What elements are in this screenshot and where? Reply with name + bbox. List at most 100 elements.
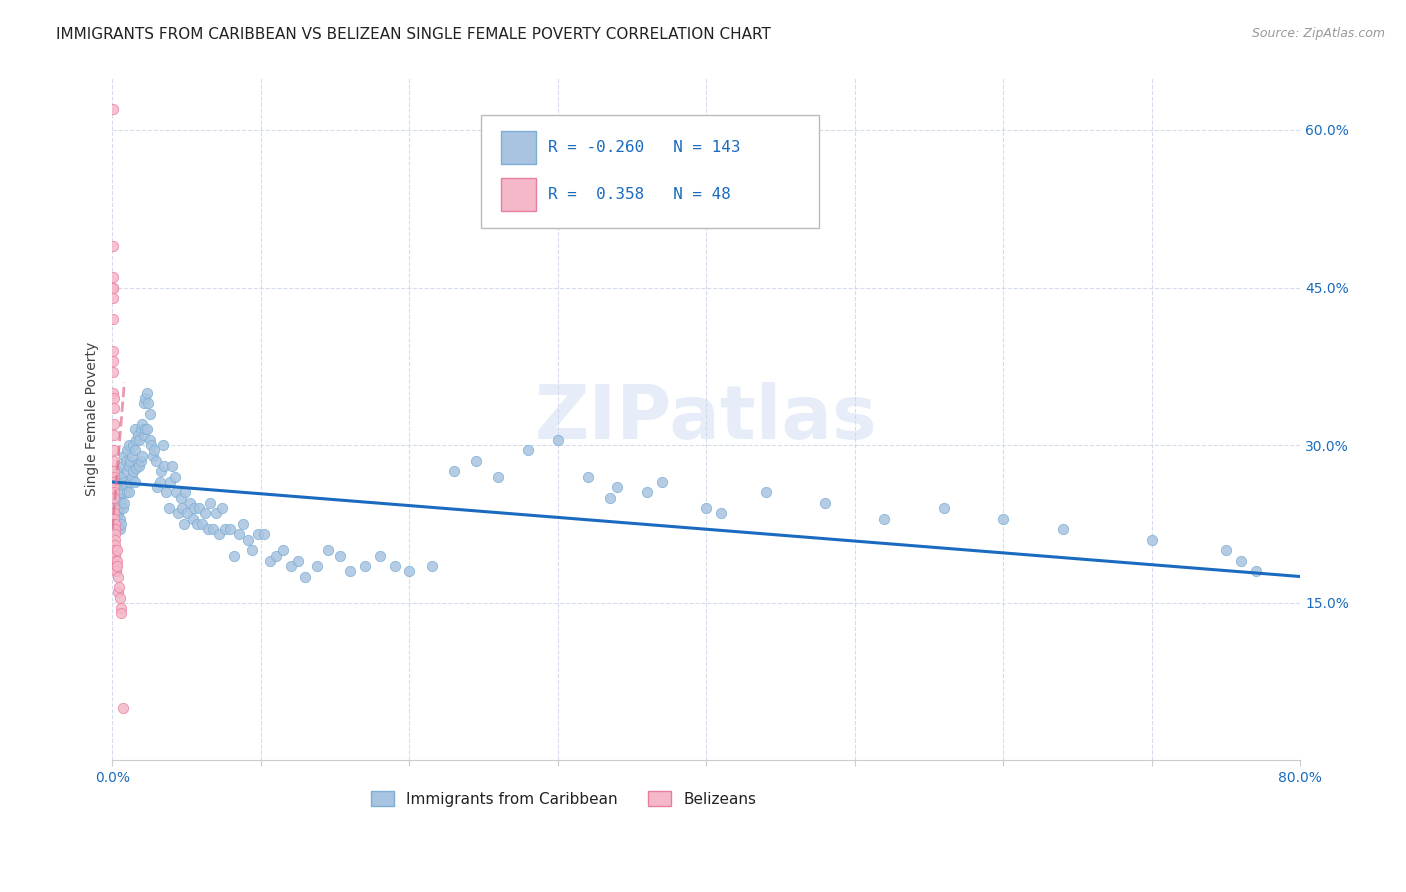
Point (104, 549, 127, 563)
Point (104, 533, 127, 547)
Point (211, 501, 233, 516)
Point (118, 459, 141, 474)
Point (170, 491, 193, 505)
Point (111, 478, 134, 492)
Point (205, 507, 228, 521)
Point (187, 501, 209, 516)
Point (103, 343, 125, 358)
Point (125, 433, 148, 447)
Point (488, 469, 510, 483)
Point (103, 507, 125, 521)
Point (108, 522, 131, 536)
Point (104, 559, 127, 574)
Point (124, 443, 146, 458)
Point (190, 516, 212, 531)
Point (104, 559, 127, 574)
Point (118, 438, 141, 452)
Point (103, 401, 125, 416)
Point (101, 270, 124, 285)
Point (103, 443, 125, 458)
Point (173, 516, 195, 531)
Point (101, 280, 124, 294)
Point (128, 433, 150, 447)
Point (103, 365, 125, 379)
Point (103, 516, 125, 531)
Point (120, 475, 142, 489)
Point (228, 527, 250, 541)
Point (287, 554, 309, 568)
Point (183, 501, 205, 516)
Point (316, 543, 339, 558)
Point (104, 543, 127, 558)
Point (384, 559, 406, 574)
Point (108, 580, 131, 594)
Point (143, 443, 166, 458)
Point (120, 454, 142, 468)
Point (112, 475, 135, 489)
Point (142, 449, 165, 463)
Point (993, 512, 1015, 526)
Point (152, 438, 174, 452)
Point (103, 354, 125, 368)
Point (108, 475, 131, 489)
Point (259, 554, 281, 568)
Point (146, 480, 169, 494)
Point (465, 454, 488, 468)
Point (117, 485, 139, 500)
Point (115, 454, 138, 468)
Point (110, 485, 132, 500)
Point (240, 543, 263, 558)
Point (153, 459, 176, 474)
Point (104, 469, 127, 483)
Point (105, 543, 128, 558)
Point (166, 507, 188, 521)
Text: ZIPatlas: ZIPatlas (534, 383, 877, 456)
Point (134, 422, 156, 436)
Point (111, 701, 134, 715)
Point (103, 480, 125, 494)
Point (271, 543, 294, 558)
Point (103, 485, 125, 500)
Point (606, 480, 628, 494)
Point (710, 507, 733, 521)
Point (145, 454, 167, 468)
Point (103, 312, 125, 326)
Point (129, 454, 152, 468)
FancyBboxPatch shape (501, 131, 537, 164)
Point (200, 496, 222, 510)
Point (104, 489, 127, 503)
Point (110, 516, 132, 531)
Point (104, 538, 127, 552)
Point (755, 485, 778, 500)
Point (101, 280, 124, 294)
Point (576, 469, 599, 483)
Point (103, 503, 125, 517)
Point (103, 512, 125, 526)
Point (155, 485, 177, 500)
Point (1229, 554, 1251, 568)
Point (695, 501, 717, 516)
Point (1215, 543, 1237, 558)
Point (163, 469, 186, 483)
Point (443, 465, 465, 479)
Point (108, 591, 131, 605)
Point (202, 522, 225, 536)
Point (124, 422, 146, 436)
Point (136, 396, 159, 410)
Point (932, 501, 955, 516)
Point (197, 522, 219, 536)
Point (132, 427, 155, 442)
Text: Source: ZipAtlas.com: Source: ZipAtlas.com (1251, 27, 1385, 40)
Point (112, 496, 135, 510)
Point (103, 465, 125, 479)
Point (122, 438, 145, 452)
Point (547, 433, 569, 447)
Point (208, 527, 231, 541)
Y-axis label: Single Female Poverty: Single Female Poverty (86, 342, 100, 496)
Point (132, 396, 155, 410)
Point (108, 501, 131, 516)
Point (186, 516, 208, 531)
Point (121, 449, 143, 463)
Point (107, 585, 129, 599)
Point (193, 507, 215, 521)
